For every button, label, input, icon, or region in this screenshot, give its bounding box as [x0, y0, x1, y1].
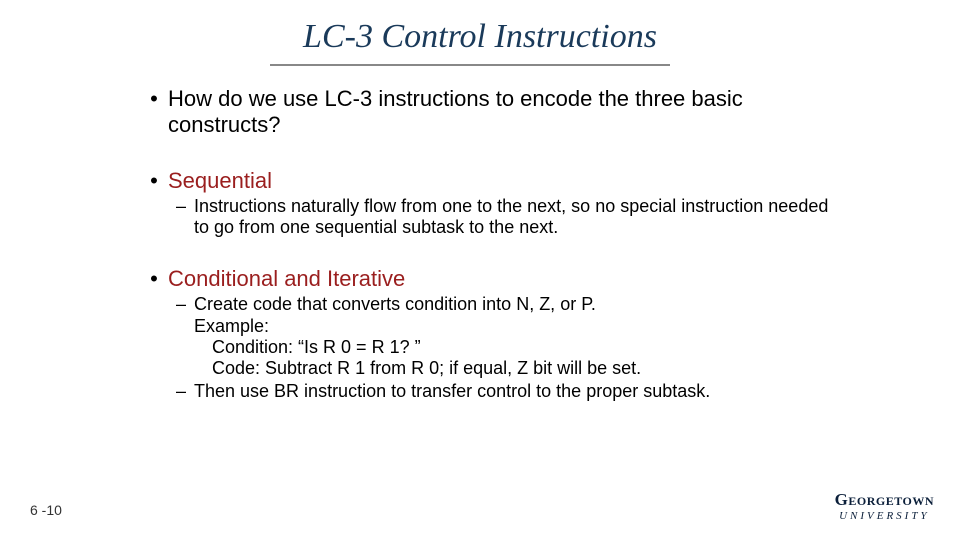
bullet-dot-icon: •: [140, 266, 168, 292]
cond1-line4: Code: Subtract R 1 from R 0; if equal, Z…: [194, 358, 641, 378]
page-number: 6 -10: [30, 502, 62, 518]
bullet-dot-icon: •: [140, 168, 168, 194]
bullet-sequential-text: Sequential: [168, 168, 272, 194]
spacer: [140, 240, 840, 266]
subbullet-sequential: – Instructions naturally flow from one t…: [168, 196, 840, 238]
subbullet-sequential-text: Instructions naturally flow from one to …: [194, 196, 840, 238]
subbullet-cond-2: – Then use BR instruction to transfer co…: [168, 381, 840, 402]
bullet-intro-text: How do we use LC-3 instructions to encod…: [168, 86, 840, 138]
bullet-conditional: • Conditional and Iterative: [140, 266, 840, 292]
subbullet-cond-1-text: Create code that converts condition into…: [194, 294, 641, 379]
logo-sub: UNIVERSITY: [835, 510, 934, 522]
cond1-line1: Create code that converts condition into…: [194, 294, 596, 314]
bullet-intro: • How do we use LC-3 instructions to enc…: [140, 86, 840, 138]
cond1-line3: Condition: “Is R 0 = R 1? ”: [194, 337, 421, 357]
georgetown-logo: Georgetown UNIVERSITY: [835, 490, 934, 522]
dash-icon: –: [168, 294, 194, 379]
title-underline: [270, 64, 670, 66]
dash-icon: –: [168, 196, 194, 238]
logo-main: Georgetown: [835, 490, 934, 510]
bullet-dot-icon: •: [140, 86, 168, 138]
slide: LC-3 Control Instructions • How do we us…: [0, 0, 960, 540]
bullet-conditional-text: Conditional and Iterative: [168, 266, 405, 292]
dash-icon: –: [168, 381, 194, 402]
bullet-sequential: • Sequential: [140, 168, 840, 194]
subbullet-cond-2-text: Then use BR instruction to transfer cont…: [194, 381, 710, 402]
subbullet-cond-1: – Create code that converts condition in…: [168, 294, 840, 379]
slide-title: LC-3 Control Instructions: [0, 18, 960, 56]
cond1-line2: Example:: [194, 316, 269, 336]
slide-content: • How do we use LC-3 instructions to enc…: [140, 86, 840, 405]
